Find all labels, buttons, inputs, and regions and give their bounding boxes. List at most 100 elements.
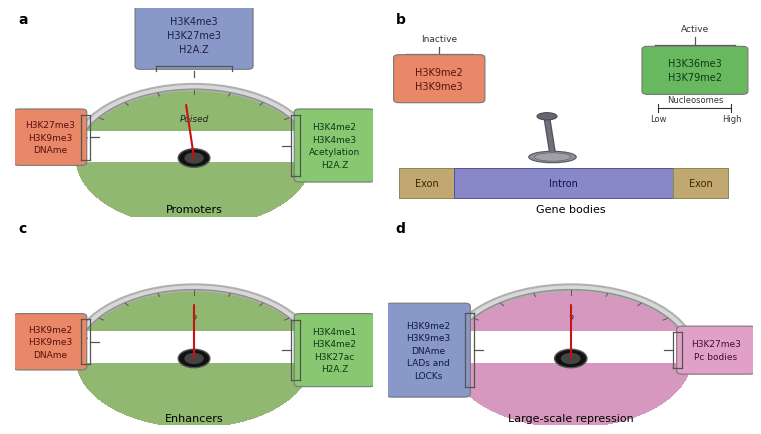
Wedge shape [76,290,312,427]
Wedge shape [76,90,312,227]
Wedge shape [76,290,312,427]
Wedge shape [76,90,312,227]
Wedge shape [76,290,312,427]
Ellipse shape [534,154,571,162]
Wedge shape [76,90,312,227]
Wedge shape [76,290,312,427]
Wedge shape [451,290,691,427]
Wedge shape [76,290,312,427]
Wedge shape [76,90,312,227]
Wedge shape [76,290,312,427]
Wedge shape [76,290,312,427]
Wedge shape [76,90,312,227]
Wedge shape [76,290,312,427]
Wedge shape [451,290,691,427]
Wedge shape [451,290,691,427]
Wedge shape [451,290,691,427]
Wedge shape [451,290,691,427]
FancyBboxPatch shape [677,326,755,374]
Wedge shape [76,90,312,227]
Wedge shape [76,90,312,227]
Wedge shape [76,290,312,427]
Wedge shape [76,290,312,427]
Wedge shape [76,90,312,227]
Wedge shape [76,90,312,227]
Wedge shape [451,290,691,427]
Wedge shape [76,290,312,427]
Wedge shape [76,290,312,427]
Wedge shape [451,290,691,427]
FancyBboxPatch shape [399,169,454,198]
Wedge shape [451,290,691,427]
Wedge shape [76,290,312,427]
Wedge shape [451,290,691,427]
Wedge shape [76,290,312,427]
Wedge shape [76,290,312,427]
Wedge shape [451,290,691,427]
Wedge shape [76,290,312,427]
Wedge shape [76,290,312,427]
Wedge shape [76,290,312,427]
Wedge shape [76,290,312,427]
Wedge shape [76,290,312,427]
Wedge shape [76,290,312,427]
Wedge shape [451,290,691,427]
Wedge shape [451,290,691,427]
Wedge shape [76,90,312,227]
Wedge shape [451,290,691,427]
Wedge shape [76,290,312,427]
Wedge shape [451,290,691,427]
Text: Active: Active [681,25,709,34]
Wedge shape [451,290,691,427]
Wedge shape [76,90,312,227]
Wedge shape [76,290,312,427]
Wedge shape [76,90,312,227]
Wedge shape [76,90,312,227]
Wedge shape [76,90,312,227]
Wedge shape [451,290,691,427]
Wedge shape [76,290,312,427]
Wedge shape [76,90,312,227]
Wedge shape [451,290,691,427]
Wedge shape [76,90,312,227]
Wedge shape [76,90,312,227]
Wedge shape [76,90,312,227]
Wedge shape [76,290,312,427]
Wedge shape [76,90,312,227]
Wedge shape [76,290,312,427]
Wedge shape [451,290,691,427]
Wedge shape [76,290,312,427]
Wedge shape [76,290,312,427]
Wedge shape [451,290,691,427]
Wedge shape [76,90,312,227]
Wedge shape [76,90,312,227]
Text: Poised: Poised [180,115,209,124]
Wedge shape [451,290,691,427]
Text: Promoters: Promoters [166,205,222,215]
Wedge shape [451,290,691,427]
Wedge shape [451,290,691,427]
Text: Nucleosomes: Nucleosomes [667,96,723,105]
Wedge shape [76,290,312,427]
Wedge shape [451,290,691,427]
Wedge shape [76,290,312,427]
Wedge shape [76,290,312,427]
Wedge shape [451,290,691,427]
Wedge shape [76,290,312,427]
Wedge shape [76,90,312,227]
Text: Gene bodies: Gene bodies [536,205,606,215]
Wedge shape [76,90,312,227]
Wedge shape [76,90,312,227]
Text: H3K9me2
H3K9me3
DNAme: H3K9me2 H3K9me3 DNAme [28,325,72,359]
Wedge shape [451,290,691,427]
Wedge shape [76,290,312,427]
Wedge shape [76,90,312,227]
Wedge shape [451,290,691,427]
Wedge shape [76,290,312,427]
Text: High: High [721,115,741,124]
Wedge shape [76,90,312,227]
Wedge shape [451,290,691,427]
Wedge shape [451,290,691,427]
Wedge shape [451,290,691,427]
Wedge shape [76,90,312,227]
